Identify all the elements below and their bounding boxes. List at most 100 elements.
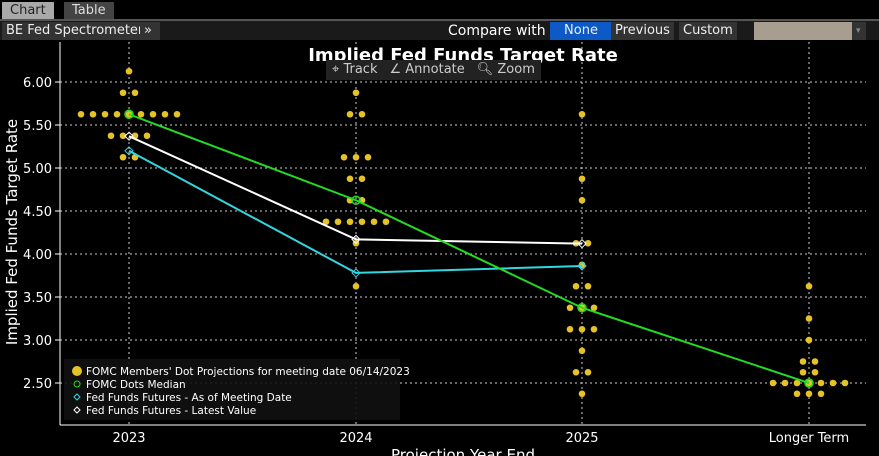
y-tick-label: 6.00 xyxy=(23,76,52,91)
dot-projection xyxy=(781,379,789,387)
tab-chart[interactable]: Chart xyxy=(2,2,54,19)
y-tick-label: 5.50 xyxy=(23,119,52,134)
x-tick-label: Longer Term xyxy=(769,431,849,446)
dot-projection xyxy=(125,67,133,75)
dot-projection xyxy=(793,379,801,387)
dot-projection xyxy=(590,304,598,312)
dot-projection xyxy=(352,89,360,97)
legend-diamond-icon xyxy=(73,393,81,401)
y-tick-label: 3.50 xyxy=(23,291,52,306)
dot-projection xyxy=(805,336,813,344)
dot-projection xyxy=(89,110,97,118)
legend-label: FOMC Members' Dot Projections for meetin… xyxy=(86,366,410,378)
dot-projection xyxy=(107,132,115,140)
dot-projection xyxy=(382,218,390,226)
compare-none-button[interactable]: None xyxy=(550,22,612,40)
y-tick-label: 3.00 xyxy=(23,334,52,349)
dot-projection xyxy=(817,390,825,398)
track-button[interactable]: ⌖ Track xyxy=(332,62,378,77)
annotate-button[interactable]: ∠ Annotate xyxy=(389,62,465,77)
dot-projection xyxy=(149,110,157,118)
compare-custom-button[interactable]: Custom xyxy=(679,22,737,40)
median-marker xyxy=(351,195,361,205)
dot-projection xyxy=(584,282,592,290)
dot-projection xyxy=(769,379,777,387)
dot-projection xyxy=(578,347,586,355)
more-button[interactable]: » xyxy=(140,22,160,40)
zoom-label: Zoom xyxy=(497,62,535,77)
dot-projection xyxy=(101,110,109,118)
futures-marker xyxy=(577,261,587,271)
dot-projection xyxy=(578,325,586,333)
dot-projection xyxy=(793,390,801,398)
dot-projection xyxy=(119,153,127,161)
legend-dot-icon xyxy=(72,366,82,376)
dot-projection xyxy=(322,218,330,226)
median-marker xyxy=(804,378,814,388)
dot-projection xyxy=(346,175,354,183)
dot-projection xyxy=(143,132,151,140)
dot-projection xyxy=(358,175,366,183)
median-marker xyxy=(124,109,134,119)
futures-marker xyxy=(351,234,361,245)
dot-projection xyxy=(346,110,354,118)
futures-marker xyxy=(124,131,134,141)
dot-projection xyxy=(358,110,366,118)
view-tabs: Chart Table xyxy=(0,0,879,21)
dot-projection xyxy=(113,110,121,118)
track-label: Track xyxy=(343,62,378,77)
app-name-button[interactable]: BE Fed Spectrometer xyxy=(2,22,148,40)
dot-projection xyxy=(578,390,586,398)
dot-projection xyxy=(137,110,145,118)
chart-controls: ⌖ Track ∠ Annotate 🔍︎ Zoom xyxy=(326,60,541,80)
dot-projection xyxy=(811,368,819,376)
dot-projection xyxy=(805,390,813,398)
dot-projection xyxy=(131,89,139,97)
x-tick-label: 2025 xyxy=(565,431,598,446)
compare-previous-button[interactable]: Previous xyxy=(611,22,674,40)
dot-projection xyxy=(566,325,574,333)
series-line xyxy=(128,135,583,245)
y-tick-label: 5.00 xyxy=(23,162,52,177)
legend-label: Fed Funds Futures - As of Meeting Date xyxy=(86,392,292,404)
dot-projection xyxy=(161,110,169,118)
dot-projection xyxy=(370,218,378,226)
chevron-down-icon[interactable]: ▾ xyxy=(852,22,866,40)
dot-projection xyxy=(364,153,372,161)
dot-projection xyxy=(799,358,807,365)
x-tick-label: 2024 xyxy=(339,431,372,446)
dot-projection xyxy=(566,304,574,312)
x-axis-title: Projection Year End xyxy=(391,446,535,456)
compare-label: Compare with xyxy=(448,23,546,39)
futures-marker xyxy=(124,146,134,156)
dot-projection xyxy=(119,89,127,97)
y-tick-label: 4.50 xyxy=(23,205,52,220)
dot-projection xyxy=(584,239,592,247)
series-line xyxy=(128,149,583,274)
toolbar: BE Fed Spectrometer » Compare with None … xyxy=(0,21,879,40)
dot-projection xyxy=(352,282,360,290)
dot-projection xyxy=(358,218,366,226)
dot-projection xyxy=(817,379,825,387)
dot-projection xyxy=(590,325,598,333)
dot-projection xyxy=(346,218,354,226)
dot-projection xyxy=(334,218,342,226)
dot-projection xyxy=(578,110,586,118)
custom-dropdown[interactable] xyxy=(754,22,858,40)
dot-projection xyxy=(352,153,360,161)
dot-projection xyxy=(173,110,181,118)
legend-label: FOMC Dots Median xyxy=(86,379,186,391)
zoom-button[interactable]: 🔍︎ Zoom xyxy=(476,62,535,77)
futures-marker xyxy=(577,238,587,249)
annotate-label: Annotate xyxy=(405,62,465,77)
dot-projection xyxy=(578,196,586,204)
tab-table[interactable]: Table xyxy=(64,2,114,19)
dot-projection xyxy=(829,379,837,387)
dot-projection xyxy=(572,368,580,376)
dot-projection xyxy=(119,132,127,140)
dot-projection xyxy=(578,175,586,183)
dot-projection xyxy=(340,153,348,161)
legend xyxy=(64,359,400,420)
legend-median-icon xyxy=(73,380,81,388)
